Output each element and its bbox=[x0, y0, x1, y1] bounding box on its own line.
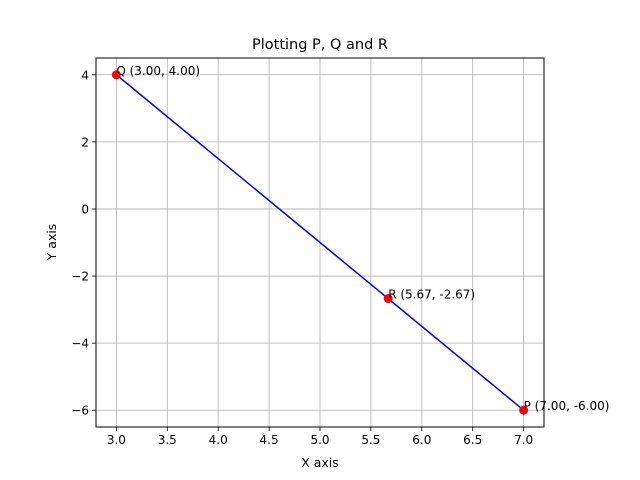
data-point bbox=[519, 405, 529, 415]
point-labels: Q (3.00, 4.00) R (5.67, -2.67) P (7.00, -6… bbox=[116, 64, 609, 413]
x-tick-label: 3.5 bbox=[158, 433, 177, 447]
y-axis-label: Y axis bbox=[44, 224, 59, 262]
x-tick-label: 6.0 bbox=[412, 433, 431, 447]
x-ticks: 3.0 3.5 4.0 4.5 5.0 5.5 6.0 6.5 7.0 bbox=[107, 427, 533, 447]
y-tick-label: 0 bbox=[81, 202, 89, 216]
x-tick-label: 5.5 bbox=[361, 433, 380, 447]
point-label: P (7.00, -6.00) bbox=[524, 399, 610, 413]
y-ticks: −6 −4 −2 0 2 4 bbox=[71, 68, 96, 418]
x-tick-label: 4.0 bbox=[209, 433, 228, 447]
chart-title: Plotting P, Q and R bbox=[252, 37, 388, 53]
y-tick-label: 2 bbox=[81, 135, 89, 149]
data-point bbox=[383, 294, 393, 304]
y-tick-label: −4 bbox=[71, 337, 89, 351]
y-tick-label: −6 bbox=[71, 404, 89, 418]
y-tick-label: −2 bbox=[71, 270, 89, 284]
data-point bbox=[111, 70, 121, 80]
points bbox=[111, 70, 529, 415]
x-tick-label: 6.5 bbox=[463, 433, 482, 447]
x-axis-label: X axis bbox=[301, 455, 339, 470]
series bbox=[115, 74, 525, 411]
series-line bbox=[115, 74, 525, 411]
point-label: R (5.67, -2.67) bbox=[388, 288, 475, 302]
x-tick-label: 5.0 bbox=[310, 433, 329, 447]
point-label: Q (3.00, 4.00) bbox=[116, 64, 200, 78]
x-tick-label: 4.5 bbox=[260, 433, 279, 447]
x-tick-label: 7.0 bbox=[514, 433, 533, 447]
y-tick-label: 4 bbox=[81, 68, 89, 82]
x-tick-label: 3.0 bbox=[107, 433, 126, 447]
